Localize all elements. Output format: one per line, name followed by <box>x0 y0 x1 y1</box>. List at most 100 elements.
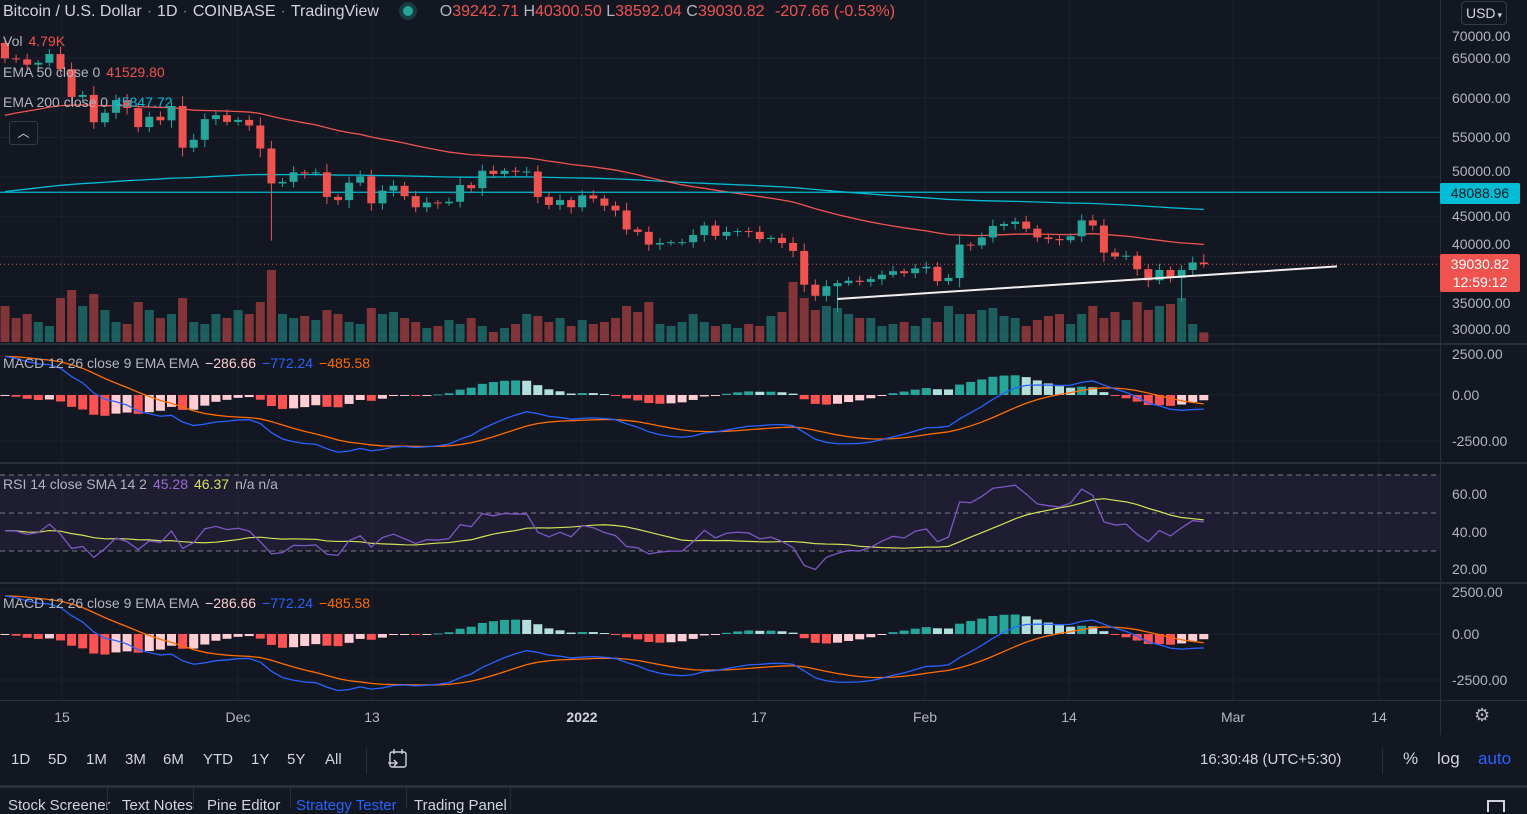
candle-body <box>178 106 187 148</box>
candle-body <box>1133 255 1142 270</box>
candle-body <box>1199 262 1208 265</box>
volume-bar <box>733 328 743 342</box>
macd-histogram-bar <box>1143 395 1153 406</box>
macd2-histogram-bar <box>666 634 676 643</box>
macd-histogram-bar <box>866 395 876 399</box>
tab-text-notes[interactable]: Text Notes <box>122 797 193 814</box>
volume-bar <box>333 314 343 342</box>
macd-histogram-bar <box>400 395 410 396</box>
candle-body <box>311 172 320 174</box>
macd2-histogram-bar <box>644 634 654 642</box>
price-tick: 45000.00 <box>1452 208 1511 224</box>
percent-scale-button[interactable]: % <box>1403 749 1419 768</box>
candle-body <box>367 176 376 204</box>
chart-canvas[interactable] <box>0 0 1527 735</box>
macd-histogram-bar <box>333 395 343 408</box>
macd2-histogram-bar <box>1066 626 1076 634</box>
candle-body <box>300 172 309 174</box>
auto-scale-button[interactable]: auto <box>1478 749 1512 768</box>
collapse-legend-button[interactable]: ︿ <box>9 121 38 145</box>
range-5y-button[interactable]: 5Y <box>287 751 306 768</box>
volume-bar <box>111 322 121 342</box>
macd2-histogram-bar <box>144 634 154 652</box>
macd-histogram-bar <box>444 393 454 395</box>
macd2-histogram-bar <box>921 627 931 634</box>
volume-bar <box>1055 314 1064 342</box>
range-3m-button[interactable]: 3M <box>125 751 146 768</box>
volume-bar <box>855 318 865 342</box>
range-5d-button[interactable]: 5D <box>48 751 68 768</box>
macd2-histogram-bar <box>622 634 632 638</box>
open-value: 39242.71 <box>452 3 519 20</box>
range-1y-button[interactable]: 1Y <box>251 751 270 768</box>
go-to-date-calendar-icon[interactable] <box>388 748 408 775</box>
ema200-legend[interactable]: EMA 200 close 0 45847.72 <box>3 94 178 110</box>
ema50-legend[interactable]: EMA 50 close 0 41529.80 <box>3 64 171 80</box>
candle-body <box>533 171 542 197</box>
macd-histogram-bar <box>355 395 365 400</box>
range-1m-button[interactable]: 1M <box>86 751 107 768</box>
macd-histogram-bar <box>189 395 199 410</box>
macd2-hist-value: −286.66 <box>205 595 257 611</box>
volume-bar <box>777 312 787 342</box>
macd-legend[interactable]: MACD 12 26 close 9 EMA EMA −286.66 −772.24… <box>3 355 376 371</box>
macd-histogram-bar <box>233 395 243 398</box>
macd-histogram-bar <box>833 395 842 404</box>
price-tick: 60000.00 <box>1452 90 1511 106</box>
candle-body <box>1055 239 1064 241</box>
maximize-panel-icon[interactable] <box>1487 800 1505 812</box>
candle-body <box>600 198 609 206</box>
candle-body <box>889 271 897 275</box>
tab-pine-editor[interactable]: Pine Editor <box>207 797 281 814</box>
range-6m-button[interactable]: 6M <box>163 751 184 768</box>
symbol-name[interactable]: Bitcoin / U.S. Dollar <box>3 3 142 20</box>
clock-timezone[interactable]: 16:30:48 (UTC+5:30) <box>1200 751 1342 768</box>
candle-body <box>189 139 198 148</box>
market-status-icon <box>403 6 414 16</box>
volume-bar <box>44 326 54 342</box>
macd2-line-value: −772.24 <box>262 595 314 611</box>
rsi-value: 45.28 <box>152 476 189 492</box>
macd-histogram-bar <box>1043 383 1053 395</box>
macd2-histogram-bar <box>755 630 765 634</box>
volume-bar <box>755 326 765 342</box>
macd-histogram-bar <box>266 395 276 407</box>
volume-bar <box>799 298 809 342</box>
macd2-histogram-bar <box>455 628 465 634</box>
macd-histogram-bar <box>577 393 587 395</box>
macd2-histogram-bar <box>322 634 332 646</box>
macd2-histogram-bar <box>0 634 10 635</box>
macd2-legend[interactable]: MACD 12 26 close 9 EMA EMA −286.66 −772.24… <box>3 595 376 611</box>
macd2-histogram-bar <box>189 634 199 649</box>
range-1d-button[interactable]: 1D <box>11 751 31 768</box>
macd2-histogram-bar <box>244 634 254 637</box>
macd-label: MACD 12 26 close 9 EMA EMA <box>3 355 200 371</box>
volume-bar <box>577 320 587 342</box>
candle-body <box>722 231 731 236</box>
macd-histogram-bar <box>222 395 232 400</box>
tab-trading-panel[interactable]: Trading Panel <box>414 797 507 814</box>
range-all-button[interactable]: All <box>325 751 342 768</box>
pane-separator <box>0 582 1527 584</box>
ema200-label: EMA 200 close 0 <box>3 94 109 110</box>
macd-histogram-bar <box>1177 395 1187 405</box>
symbol-header: Bitcoin / U.S. Dollar · 1D · COINBASE · Tradin… <box>3 3 896 20</box>
range-ytd-button[interactable]: YTD <box>203 751 233 768</box>
currency-selector[interactable]: USD ▾ <box>1461 1 1507 25</box>
chart-settings-gear-icon[interactable]: ⚙ <box>1474 705 1491 725</box>
candle-body <box>755 231 764 240</box>
macd2-histogram-bar <box>1154 634 1164 645</box>
rsi-legend[interactable]: RSI 14 close SMA 14 2 45.28 46.37 n/a n/a <box>3 476 284 492</box>
macd2-histogram-bar <box>155 634 165 650</box>
vol-legend[interactable]: Vol 4.79K <box>3 33 71 49</box>
log-scale-button[interactable]: log <box>1437 749 1460 768</box>
tab-strategy-tester[interactable]: Strategy Tester <box>296 797 397 814</box>
volume-bar <box>433 326 443 342</box>
volume-bar <box>944 306 953 342</box>
interval[interactable]: 1D <box>157 3 178 20</box>
macd2-tick: -2500.00 <box>1452 672 1508 688</box>
macd-histogram-bar <box>899 391 909 395</box>
candle-body <box>1155 269 1164 281</box>
macd-histogram-bar <box>366 395 376 401</box>
tab-stock-screener[interactable]: Stock Screener <box>8 797 111 814</box>
